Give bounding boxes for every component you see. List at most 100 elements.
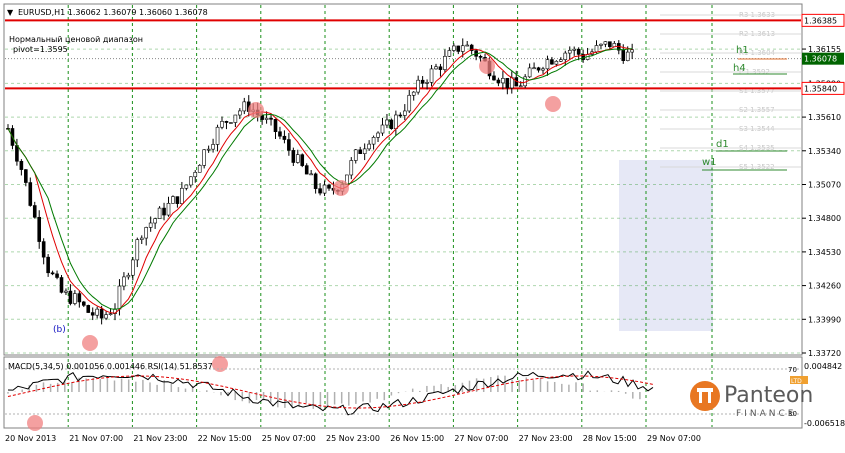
price-level-badge xyxy=(802,52,844,65)
candle-body xyxy=(389,119,394,129)
extreme-highlight-circle xyxy=(27,415,43,431)
candle-body xyxy=(171,196,175,204)
candle-body xyxy=(68,290,73,304)
pivot-label: pivot=1.3595 xyxy=(13,45,68,54)
time-axis-label: 22 Nov 15:00 xyxy=(198,434,252,443)
candle-body xyxy=(385,119,389,126)
time-axis-label: 28 Nov 15:00 xyxy=(583,434,637,443)
candle-body xyxy=(206,148,211,151)
candle-body xyxy=(509,77,514,89)
candle-body xyxy=(518,85,523,88)
indicator-title: Нормальный ценовой диапазон xyxy=(9,35,143,44)
candle-body xyxy=(456,45,461,52)
candle-body xyxy=(621,49,626,61)
candle-body xyxy=(95,308,99,316)
candle-body xyxy=(438,66,443,70)
logo-badge: LTD xyxy=(791,378,802,385)
price-axis-label: 1.35610 xyxy=(808,113,841,122)
candle-body xyxy=(630,49,634,53)
price-axis-label: 1.34530 xyxy=(808,248,841,257)
candle-body xyxy=(139,237,144,240)
price-axis-label: 1.34800 xyxy=(808,214,841,223)
rsi-level-70: 70 xyxy=(788,366,797,374)
candle-body xyxy=(269,117,273,120)
candle-body xyxy=(353,149,358,161)
candle-body xyxy=(398,114,403,117)
price-level-badge xyxy=(801,13,845,27)
candle-body xyxy=(349,160,354,176)
candle-body xyxy=(358,149,363,154)
price-level-badge xyxy=(801,81,845,95)
candle-body xyxy=(273,119,278,133)
candle-body xyxy=(371,137,376,145)
candle-body xyxy=(242,101,247,112)
candle-body xyxy=(318,188,322,194)
candle-body xyxy=(77,293,82,303)
candle-body xyxy=(32,205,37,218)
candle-body xyxy=(295,154,300,163)
candle-body xyxy=(126,274,131,278)
time-axis-label: 27 Nov 07:00 xyxy=(454,434,508,443)
candle-body xyxy=(282,135,287,140)
candle-body xyxy=(287,139,291,151)
candle-body xyxy=(367,143,371,150)
candle-body xyxy=(545,59,550,70)
price-axis-label: 1.34260 xyxy=(808,282,841,291)
candle-body xyxy=(447,50,452,57)
projection-box xyxy=(619,160,713,331)
time-axis-label: 26 Nov 15:00 xyxy=(390,434,444,443)
h1-label: h1 xyxy=(736,45,749,56)
candle-body xyxy=(465,44,470,47)
logo-name: Panteon xyxy=(724,383,813,408)
candle-body xyxy=(215,126,220,145)
logo-badge-box xyxy=(790,376,808,384)
rsi-level-30: 30 xyxy=(788,410,797,418)
candle-body xyxy=(380,124,385,134)
candle-body xyxy=(407,94,412,112)
candle-body xyxy=(322,184,327,194)
w1-label: w1 xyxy=(702,157,717,168)
candle-body xyxy=(135,239,140,261)
candle-body xyxy=(505,78,510,89)
candle-body xyxy=(193,172,198,178)
candle-body xyxy=(554,60,559,65)
candle-body xyxy=(420,79,425,84)
candle-body xyxy=(41,241,46,258)
extreme-highlight-circle xyxy=(479,58,495,74)
symbol-line: EURUSD,H1 1.36062 1.36079 1.36060 1.3607… xyxy=(18,8,208,17)
candle-body xyxy=(99,308,104,319)
candle-body xyxy=(104,314,108,319)
candle-body xyxy=(532,67,536,70)
candle-body xyxy=(541,68,545,71)
macd-signal-line xyxy=(7,375,654,409)
candle-body xyxy=(148,222,153,228)
candle-body xyxy=(581,54,585,60)
time-axis-label: 25 Nov 07:00 xyxy=(262,434,316,443)
header-arrow-icon: ▼ xyxy=(7,8,14,17)
candle-body xyxy=(166,203,171,216)
candle-body xyxy=(19,160,24,170)
candle-body xyxy=(264,117,269,120)
candle-body xyxy=(300,154,305,166)
candle-body xyxy=(184,184,189,189)
candle-body xyxy=(536,67,541,71)
candle-body xyxy=(304,165,309,175)
price-level-badge-text: 1.36385 xyxy=(804,16,837,25)
candle-body xyxy=(233,114,238,123)
candle-body xyxy=(229,122,233,124)
candle-body xyxy=(376,132,380,138)
indicator-label: MACD(5,34,5) 0.001056 0.001446 RSI(14) 5… xyxy=(8,362,213,371)
time-axis-label: 25 Nov 23:00 xyxy=(326,434,380,443)
candle-body xyxy=(501,78,505,84)
price-level-badge-text: 1.35840 xyxy=(804,84,837,93)
candle-body xyxy=(460,45,465,52)
candle-body xyxy=(625,51,630,61)
candle-body xyxy=(37,216,42,242)
logo-emblem-col2 xyxy=(708,392,711,403)
candle-body xyxy=(220,121,224,128)
extreme-highlight-circle xyxy=(333,180,349,196)
candle-body xyxy=(309,173,313,176)
candle-body xyxy=(202,149,206,166)
candle-body xyxy=(443,55,447,70)
